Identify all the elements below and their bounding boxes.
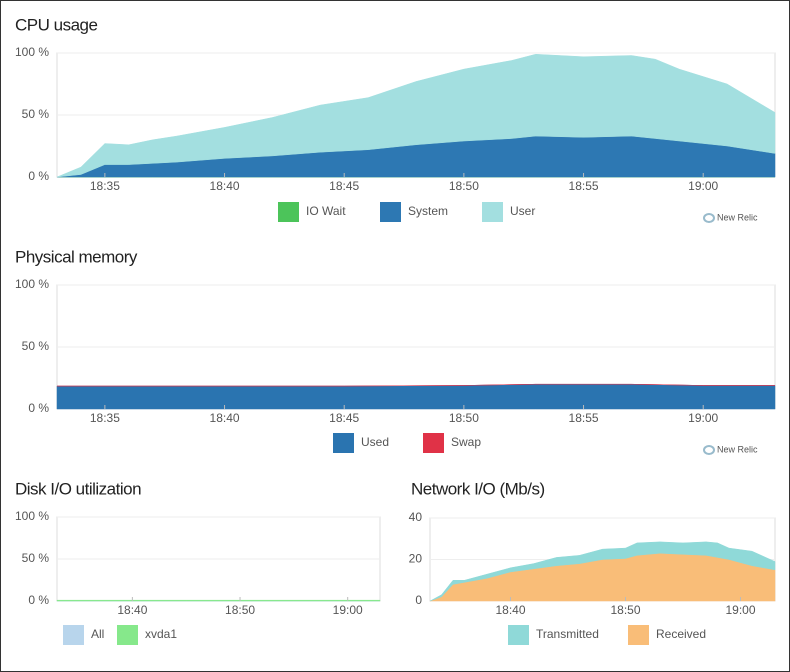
legend-label: IO Wait bbox=[306, 204, 346, 218]
y-tick-label: 50 % bbox=[22, 339, 50, 353]
y-tick-label: 0 bbox=[415, 593, 422, 607]
x-tick-label: 18:50 bbox=[449, 411, 479, 425]
watermark: New Relic bbox=[717, 212, 758, 222]
legend-swatch bbox=[63, 625, 84, 645]
legend-swatch bbox=[380, 202, 401, 222]
watermark-icon bbox=[703, 213, 715, 223]
x-tick-label: 19:00 bbox=[725, 603, 755, 617]
chart-title: Physical memory bbox=[15, 247, 138, 266]
y-tick-label: 0 % bbox=[28, 593, 49, 607]
legend-swatch bbox=[628, 625, 649, 645]
x-tick-label: 18:55 bbox=[569, 179, 599, 193]
y-tick-label: 50 % bbox=[22, 551, 50, 565]
area bbox=[429, 541, 776, 602]
legend-label: Received bbox=[656, 627, 706, 641]
x-tick-label: 18:45 bbox=[329, 411, 359, 425]
chart-title: Disk I/O utilization bbox=[15, 479, 141, 498]
y-tick-label: 100 % bbox=[15, 509, 49, 523]
legend-label: User bbox=[510, 204, 535, 218]
y-tick-label: 40 bbox=[409, 510, 423, 524]
watermark: New Relic bbox=[717, 444, 758, 454]
x-tick-label: 18:45 bbox=[329, 179, 359, 193]
x-tick-label: 18:50 bbox=[225, 603, 255, 617]
x-tick-label: 19:00 bbox=[688, 411, 718, 425]
legend-label: xvda1 bbox=[145, 627, 177, 641]
x-tick-label: 19:00 bbox=[333, 603, 363, 617]
legend-label: Transmitted bbox=[536, 627, 599, 641]
y-tick-label: 100 % bbox=[15, 277, 49, 291]
watermark-icon bbox=[703, 445, 715, 455]
x-tick-label: 18:40 bbox=[495, 603, 525, 617]
x-tick-label: 18:35 bbox=[90, 179, 120, 193]
legend-swatch bbox=[423, 433, 444, 453]
x-tick-label: 18:40 bbox=[117, 603, 147, 617]
chart-title: Network I/O (Mb/s) bbox=[411, 479, 545, 498]
x-tick-label: 18:55 bbox=[569, 411, 599, 425]
y-tick-label: 50 % bbox=[22, 107, 50, 121]
area bbox=[56, 599, 381, 602]
legend-swatch bbox=[508, 625, 529, 645]
y-tick-label: 20 bbox=[409, 552, 423, 566]
x-tick-label: 19:00 bbox=[688, 179, 718, 193]
x-tick-label: 18:50 bbox=[449, 179, 479, 193]
legend-label: System bbox=[408, 204, 448, 218]
area bbox=[56, 383, 776, 410]
chart-title: CPU usage bbox=[15, 15, 97, 34]
y-tick-label: 0 % bbox=[28, 401, 49, 415]
legend-swatch bbox=[117, 625, 138, 645]
area bbox=[56, 53, 776, 178]
legend-label: Swap bbox=[451, 435, 481, 449]
legend-label: Used bbox=[361, 435, 389, 449]
legend-swatch bbox=[333, 433, 354, 453]
legend-swatch bbox=[482, 202, 503, 222]
y-tick-label: 100 % bbox=[15, 45, 49, 59]
x-tick-label: 18:40 bbox=[210, 411, 240, 425]
y-tick-label: 0 % bbox=[28, 169, 49, 183]
x-tick-label: 18:35 bbox=[90, 411, 120, 425]
x-tick-label: 18:50 bbox=[610, 603, 640, 617]
legend-swatch bbox=[278, 202, 299, 222]
x-tick-label: 18:40 bbox=[210, 179, 240, 193]
legend-label: All bbox=[91, 627, 104, 641]
area bbox=[57, 383, 775, 387]
